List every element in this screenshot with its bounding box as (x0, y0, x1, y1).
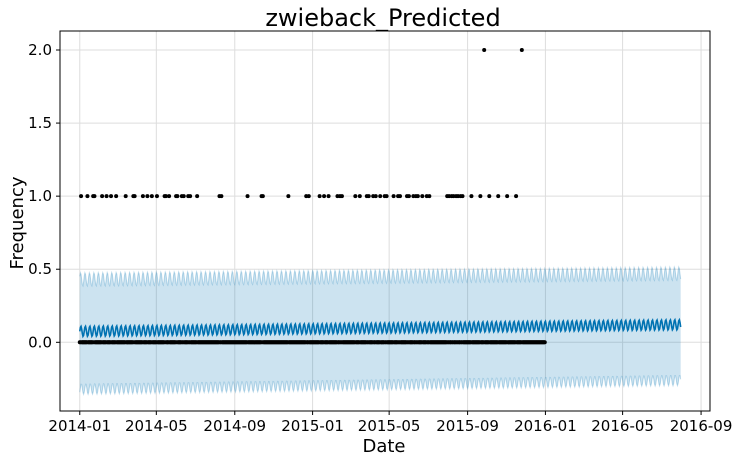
observed-point (104, 194, 109, 199)
observed-point (195, 194, 200, 199)
observed-point (100, 194, 105, 199)
observed-point (140, 194, 145, 199)
x-tick-label: 2014-05 (125, 417, 188, 435)
observed-point (245, 194, 250, 199)
x-tick-labels: 2014-01 2014-05 2014-09 2015-01 2015-05 2015-… (48, 417, 732, 435)
x-tick-label: 2015-01 (281, 417, 344, 435)
observed-point (175, 194, 180, 199)
observed-point (478, 194, 483, 199)
observed-point (519, 48, 524, 52)
observed-point (322, 194, 327, 199)
observed-point (154, 194, 159, 199)
x-axis-title: Date (362, 436, 405, 457)
observed-point (219, 194, 224, 199)
observed-point (188, 194, 193, 199)
observed-point (114, 194, 119, 199)
observed-point (514, 194, 519, 199)
observed-point (181, 194, 186, 199)
observed-point (123, 194, 128, 199)
observed-point (397, 194, 402, 199)
y-tick-labels: 0.0 0.5 1.0 1.5 2.0 (28, 41, 52, 351)
y-tick-label: 2.0 (28, 41, 52, 59)
observed-point (306, 194, 311, 199)
observed-point (326, 194, 331, 199)
observed-point (149, 194, 154, 199)
observed-point (145, 194, 150, 199)
observed-point (460, 194, 465, 199)
x-tick-label: 2014-01 (48, 417, 111, 435)
x-tick-label: 2014-09 (203, 417, 266, 435)
observed-point (92, 194, 97, 199)
observed-point (469, 194, 474, 199)
observed-point (427, 194, 432, 199)
forecast-line (78, 317, 682, 339)
observed-point (132, 194, 137, 199)
observed-point (415, 194, 420, 199)
observed-point (406, 194, 411, 199)
observed-point (384, 194, 389, 199)
observed-point (286, 194, 291, 199)
observed-point (378, 194, 383, 199)
chart-title: zwieback_Predicted (265, 4, 500, 32)
observed-point (357, 194, 362, 199)
y-tick-label: 0.5 (28, 260, 52, 278)
observed-point (353, 194, 358, 199)
y-tick-label: 1.5 (28, 114, 52, 132)
observed-point (167, 194, 172, 199)
x-tick-label: 2016-09 (670, 417, 733, 435)
uncertainty-upper-edge (79, 265, 682, 288)
observed-points-group (77, 48, 547, 345)
plot-frame (59, 30, 711, 412)
forecast-line-group (78, 317, 682, 339)
x-tick-label: 2016-01 (514, 417, 577, 435)
observed-point (373, 194, 378, 199)
uncertainty-lower-edge (79, 374, 682, 396)
x-tick-label: 2015-09 (436, 417, 499, 435)
observed-point (487, 194, 492, 199)
observed-point (505, 194, 510, 199)
observed-point (79, 194, 84, 199)
uncertainty-band-group (79, 265, 682, 396)
uncertainty-band (79, 266, 681, 395)
observed-point (109, 194, 114, 199)
observed-point (260, 194, 265, 199)
observed-point (339, 194, 344, 199)
observed-point (366, 194, 371, 199)
observed-point (163, 194, 168, 199)
observed-point (391, 194, 396, 199)
observed-point (496, 194, 501, 199)
y-tick-label: 1.0 (28, 187, 52, 205)
x-tick-label: 2015-05 (358, 417, 421, 435)
x-tick-label: 2016-05 (591, 417, 654, 435)
observed-point (542, 340, 547, 345)
y-axis-title: Frequency (7, 176, 28, 269)
observed-point (317, 194, 322, 199)
observed-point (482, 48, 487, 52)
observed-point (420, 194, 425, 199)
y-tick-label: 0.0 (28, 333, 52, 351)
axes-group (56, 30, 711, 415)
observed-point (85, 194, 90, 199)
